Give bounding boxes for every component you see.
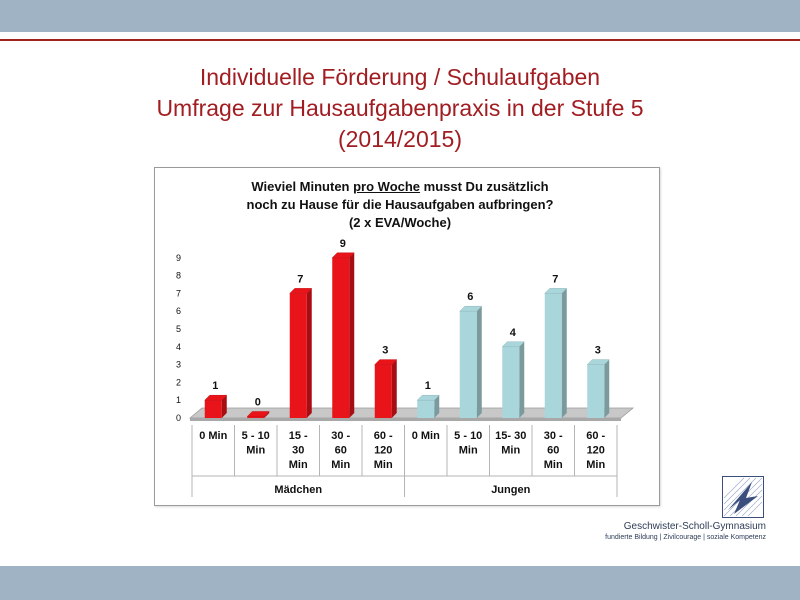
bar-0-0: [204, 400, 222, 418]
category-label: 30: [292, 445, 304, 457]
y-tick-label: 3: [176, 360, 181, 370]
category-label: 120: [374, 445, 392, 457]
bar-0-3: [332, 257, 350, 418]
y-tick-label: 7: [176, 288, 181, 298]
logo-name: Geschwister-Scholl-Gymnasium: [623, 521, 766, 532]
bar-top: [501, 341, 525, 348]
y-tick-label: 0: [176, 413, 181, 423]
category-label: 0 Min: [412, 430, 440, 442]
bar-top: [204, 394, 228, 401]
bar-top: [544, 288, 568, 294]
category-label: Min: [501, 445, 520, 457]
category-label: 60: [547, 445, 559, 457]
logo-motto: fundierte Bildung | Zivilcourage | sozia…: [605, 534, 766, 541]
bar-0-2: [289, 293, 307, 418]
category-label: 5 - 10: [242, 430, 270, 442]
bar-side: [519, 341, 525, 418]
category-label: 15 -: [289, 430, 308, 442]
group-label: Mädchen: [274, 484, 322, 496]
slide-title: Individuelle Förderung / Schulaufgaben U…: [0, 62, 800, 155]
bar-side: [264, 411, 270, 418]
bar-side: [476, 306, 482, 418]
bar-1-1: [459, 311, 477, 418]
bar-side: [349, 252, 355, 418]
bar-top: [374, 359, 398, 365]
bottom-band: [0, 566, 800, 600]
y-tick-label: 4: [176, 342, 181, 352]
bar-top: [416, 394, 440, 401]
chart-title-line-2: noch zu Hause für die Hausaufgaben aufbr…: [246, 197, 554, 212]
category-label: Min: [246, 445, 265, 457]
bar-1-2: [502, 346, 520, 418]
category-label: Min: [544, 459, 563, 471]
category-label: Min: [331, 459, 350, 471]
data-label: 7: [552, 273, 558, 285]
bar-side: [221, 395, 227, 418]
data-label: 9: [340, 238, 346, 250]
data-label: 6: [467, 291, 473, 303]
bar-1-0: [417, 400, 435, 418]
category-label: 60: [335, 445, 347, 457]
y-tick-label: 6: [176, 306, 181, 316]
bar-1-4: [587, 364, 605, 418]
y-tick-label: 1: [176, 395, 181, 405]
chart-title-post: musst Du zusätzlich: [420, 179, 549, 194]
chart-title-line-1: Wieviel Minuten pro Woche musst Du zusät…: [0, 178, 800, 196]
bar-1-3: [544, 293, 562, 418]
bar-top: [331, 252, 355, 259]
data-label: 4: [510, 327, 517, 339]
slide-title-line-2: Umfrage zur Hausaufgabenpraxis in der St…: [156, 95, 644, 121]
category-label: 120: [587, 445, 605, 457]
bar-side: [434, 395, 440, 418]
chart-frame: [154, 167, 660, 506]
slide-title-line-3: (2014/2015): [337, 126, 463, 152]
school-logo-icon: [722, 476, 764, 518]
category-label: 30 -: [544, 430, 563, 442]
bar-top: [586, 359, 610, 365]
data-label: 7: [297, 273, 303, 285]
data-label: 1: [212, 380, 218, 392]
category-label: Min: [586, 459, 605, 471]
bar-0-4: [374, 364, 392, 418]
category-label: 0 Min: [199, 430, 227, 442]
y-tick-label: 2: [176, 377, 181, 387]
category-label: 5 - 10: [454, 430, 482, 442]
bar-top: [289, 288, 313, 294]
data-label: 1: [425, 380, 431, 392]
y-tick-label: 8: [176, 271, 181, 281]
chart-title: Wieviel Minuten pro Woche musst Du zusät…: [0, 178, 800, 232]
slide-title-line-1: Individuelle Förderung / Schulaufgaben: [199, 64, 601, 90]
category-label: 15- 30: [495, 430, 526, 442]
chart-title-underlined: pro Woche: [353, 179, 421, 194]
top-band: [0, 0, 800, 32]
data-label: 0: [255, 397, 261, 409]
y-tick-label: 9: [176, 253, 181, 263]
bar-top: [459, 305, 483, 312]
data-label: 3: [382, 345, 388, 357]
group-label: Jungen: [491, 484, 530, 496]
category-label: Min: [289, 459, 308, 471]
chart-floor-edge: [190, 418, 621, 421]
category-label: Min: [459, 445, 478, 457]
bar-0-1: [247, 416, 265, 418]
bar-side: [306, 288, 312, 418]
bar-side: [604, 359, 610, 418]
bar-side: [391, 359, 397, 418]
bar-side: [561, 288, 567, 418]
category-label: 60 -: [374, 430, 393, 442]
top-rule: [0, 39, 800, 41]
bar-top: [246, 411, 270, 417]
category-label: 30 -: [331, 430, 350, 442]
data-label: 3: [595, 345, 601, 357]
chart-title-line-3: (2 x EVA/Woche): [348, 215, 452, 230]
category-label: Min: [374, 459, 393, 471]
chart-title-pre: Wieviel Minuten: [251, 179, 354, 194]
y-tick-label: 5: [176, 324, 181, 334]
category-label: 60 -: [586, 430, 605, 442]
